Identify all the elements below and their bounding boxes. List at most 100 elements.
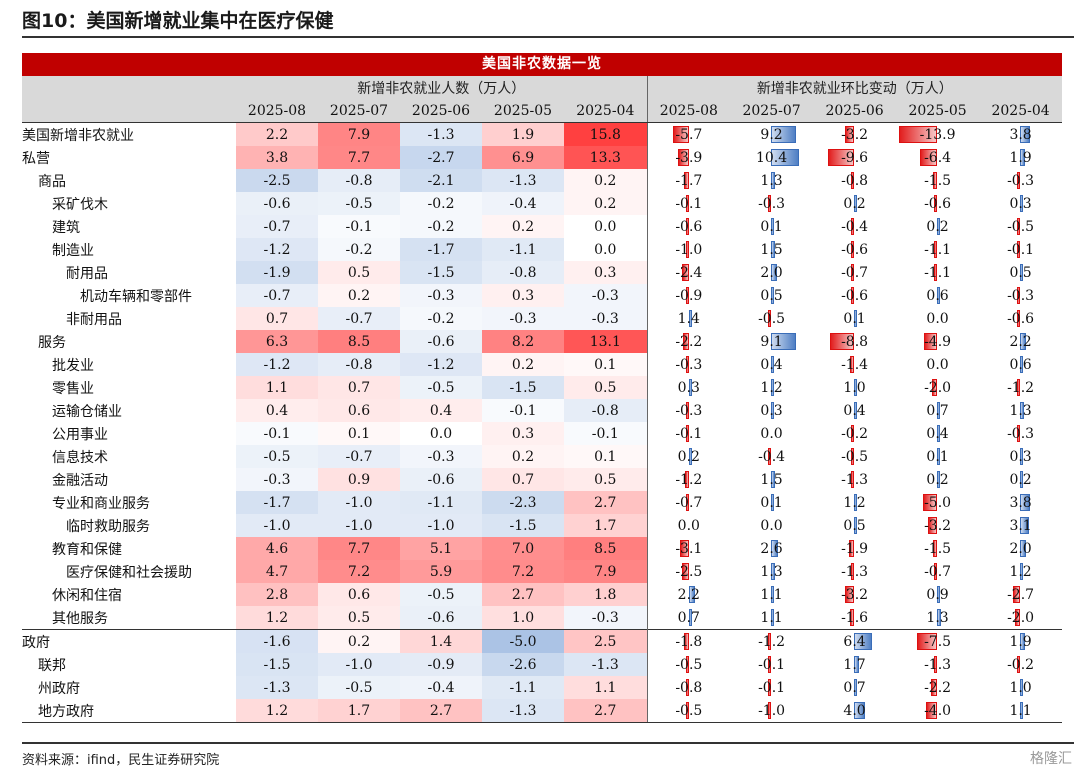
level-cell: 0.5 — [318, 606, 400, 630]
level-cell: -0.5 — [400, 376, 482, 399]
change-cell: -0.3 — [979, 422, 1062, 445]
change-value: -0.6 — [841, 287, 869, 304]
change-cell: -0.7 — [813, 261, 896, 284]
change-value: 0.0 — [760, 517, 783, 534]
period-header: 2025-04 — [564, 99, 648, 123]
change-cell: 0.4 — [730, 353, 813, 376]
change-cell: -0.5 — [646, 653, 731, 676]
change-bar-positive — [771, 402, 775, 419]
change-bar-negative — [850, 471, 855, 488]
change-cell: -0.5 — [730, 307, 813, 330]
level-cell: -1.3 — [564, 653, 648, 676]
level-cell: -2.1 — [400, 169, 482, 192]
change-cell: -1.2 — [646, 468, 731, 491]
change-cell: 0.2 — [646, 445, 731, 468]
level-cell: -0.1 — [318, 215, 400, 238]
level-cell: -0.2 — [318, 238, 400, 261]
data-table: 新增非农就业人数（万人） 新增非农就业环比变动（万人） 2025-08 2025… — [22, 76, 1063, 723]
change-cell: 1.9 — [979, 146, 1062, 169]
nonfarm-table: 美国非农数据一览 新增非农就业人数（万人） 新增非农就业环比变动（万人） 202… — [22, 53, 1063, 723]
change-value: -1.8 — [675, 633, 703, 650]
change-bar-negative — [830, 333, 855, 350]
change-bar-positive — [688, 379, 692, 396]
change-cell: -2.5 — [646, 560, 731, 583]
change-value: -1.2 — [758, 633, 786, 650]
change-cell: -0.3 — [646, 399, 731, 422]
row-label: 政府 — [22, 629, 236, 653]
level-cell: 6.3 — [236, 330, 318, 353]
change-bar-negative — [926, 702, 938, 719]
change-cell: 1.1 — [979, 699, 1063, 723]
row-label: 信息技术 — [52, 449, 108, 466]
change-bar-negative — [899, 126, 938, 143]
change-cell: 2.0 — [979, 537, 1062, 560]
change-cell: 1.5 — [730, 238, 813, 261]
change-value: 1.5 — [760, 471, 783, 488]
change-bar-negative — [768, 195, 772, 212]
level-cell: -1.3 — [400, 122, 482, 146]
level-cell: -5.0 — [482, 629, 564, 653]
change-bar-negative — [848, 540, 855, 557]
change-bar-positive — [771, 356, 775, 373]
level-cell: -0.3 — [482, 307, 564, 330]
change-cell: 1.1 — [730, 606, 813, 630]
level-cell: -2.7 — [400, 146, 482, 169]
change-cell: 0.4 — [813, 399, 896, 422]
level-cell: -0.5 — [400, 583, 482, 606]
change-bar-positive — [854, 310, 858, 327]
table-row: 公用事业 -0.1 0.1 0.0 0.3 -0.1 -0.1 0.0 -0.2 0.4 -0.3 — [22, 422, 1062, 445]
change-value: -0.1 — [1007, 241, 1035, 258]
level-cell: -1.5 — [236, 653, 318, 676]
change-cell: -5.0 — [896, 491, 979, 514]
row-label: 采矿伐木 — [52, 196, 108, 213]
level-cell: -1.0 — [400, 514, 482, 537]
change-value: -0.8 — [675, 679, 703, 696]
level-cell: 13.1 — [564, 330, 648, 353]
change-cell: 0.5 — [730, 284, 813, 307]
change-bar-negative — [932, 172, 938, 189]
level-cell: 0.4 — [400, 399, 482, 422]
level-cell: 1.1 — [236, 376, 318, 399]
change-cell: -1.2 — [730, 629, 814, 653]
change-bar-positive — [1020, 517, 1029, 534]
change-cell: 0.0 — [646, 514, 731, 537]
change-bar-negative — [767, 633, 772, 650]
change-cell: -0.2 — [979, 653, 1062, 676]
level-cell: 0.1 — [564, 353, 648, 376]
change-cell: -0.2 — [813, 422, 896, 445]
change-bar-positive — [771, 471, 776, 488]
level-cell: 0.6 — [318, 399, 400, 422]
change-value: -2.4 — [675, 264, 703, 281]
row-label: 制造业 — [52, 242, 94, 259]
row-label: 专业和商业服务 — [52, 495, 150, 512]
level-cell: 0.4 — [236, 399, 318, 422]
change-value: 0.5 — [1009, 264, 1032, 281]
level-cell: 3.8 — [236, 146, 318, 169]
change-bar-positive — [1020, 149, 1026, 166]
change-cell: -0.1 — [979, 238, 1062, 261]
table-row: 零售业 1.1 0.7 -0.5 -1.5 0.5 0.3 1.2 1.0 -2.0 -1.2 — [22, 376, 1062, 399]
change-cell: -0.8 — [646, 676, 731, 699]
table-row: 其他服务 1.2 0.5 -0.6 1.0 -0.3 0.7 1.1 -1.6 1.3 -2.0 — [22, 606, 1062, 630]
row-label: 休闲和住宿 — [52, 587, 122, 604]
figure-title: 图10：美国新增就业集中在医疗保健 — [22, 10, 334, 32]
change-value: -1.1 — [924, 241, 952, 258]
change-bar-positive — [1020, 333, 1027, 350]
row-label: 商品 — [38, 173, 66, 190]
level-cell: 8.5 — [564, 537, 648, 560]
level-cell: -0.3 — [564, 307, 648, 330]
period-header: 2025-08 — [236, 99, 318, 123]
level-cell: 0.6 — [318, 583, 400, 606]
level-cell: 0.2 — [318, 284, 400, 307]
change-cell: 0.6 — [979, 353, 1062, 376]
level-cell: 0.2 — [564, 169, 648, 192]
change-value: 0.3 — [1009, 195, 1032, 212]
level-cell: 4.7 — [236, 560, 318, 583]
change-value: -1.0 — [675, 241, 703, 258]
change-bar-positive — [771, 241, 776, 258]
change-bar-negative — [672, 126, 689, 143]
level-cell: -2.6 — [482, 653, 564, 676]
change-cell: -0.9 — [646, 284, 731, 307]
level-cell: -0.6 — [400, 606, 482, 630]
change-bar-positive — [1020, 356, 1024, 373]
